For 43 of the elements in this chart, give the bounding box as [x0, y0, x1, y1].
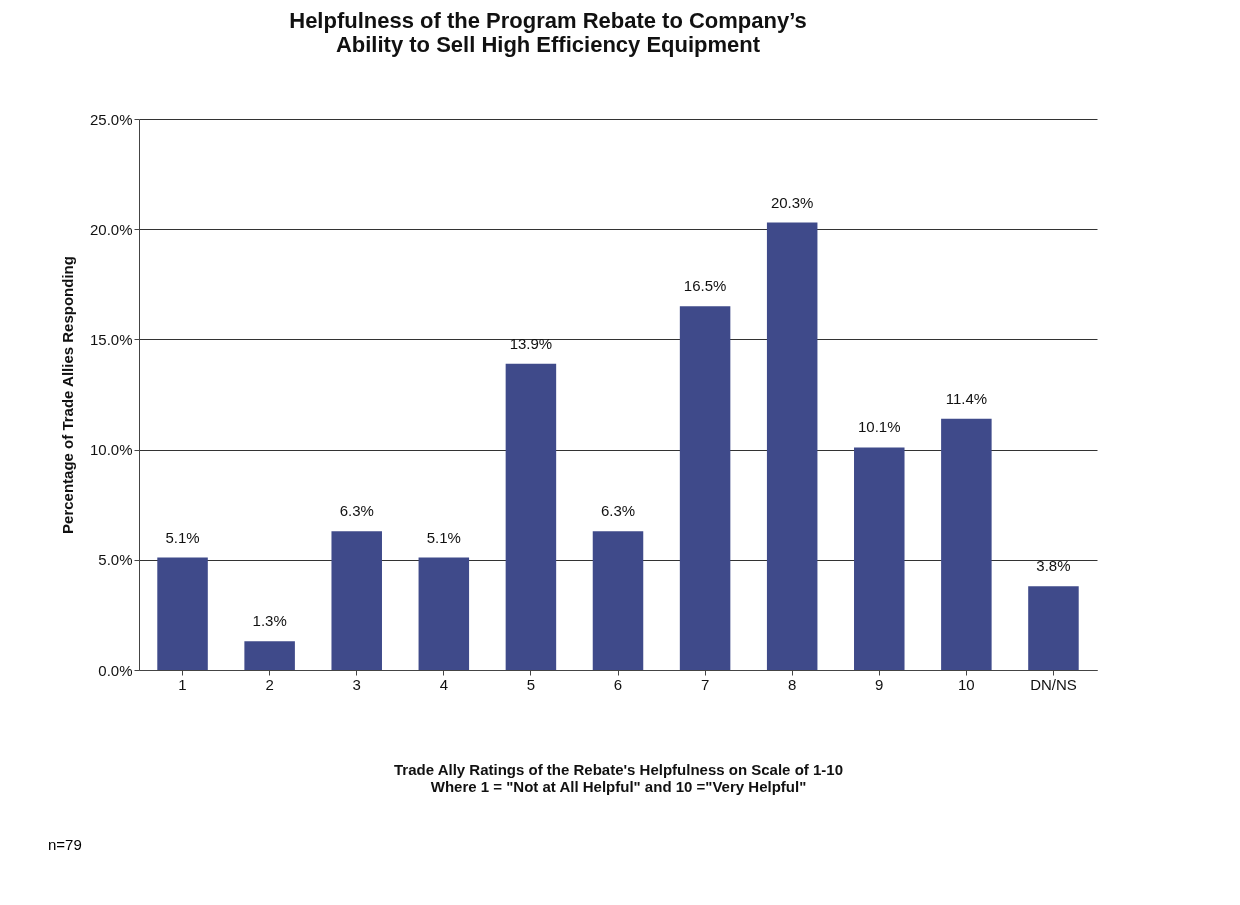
data-label: 5.1% — [426, 528, 461, 546]
text: n=79 — [48, 836, 82, 853]
bar — [418, 557, 470, 670]
data-label: 10.1% — [858, 418, 901, 436]
chart-title: Helpfulness of the Program Rebate to Company’s Ability to Sell High Efficiency Equipment — [289, 8, 807, 57]
bar — [679, 306, 731, 670]
data-label: 11.4% — [945, 389, 988, 407]
x-tick-label: 8 — [788, 675, 797, 693]
y-tick-label: 0.0% — [98, 661, 133, 679]
data-label: 3.8% — [1036, 557, 1071, 575]
data-label: 20.3% — [770, 193, 814, 211]
y-tick-label: 5.0% — [98, 551, 133, 569]
x-tick-label: 5 — [526, 675, 536, 693]
bar — [1028, 586, 1079, 670]
y-tick-label: 20.0% — [89, 220, 133, 238]
y-axis-title: Percentage of Trade Allies Responding — [58, 256, 76, 534]
data-label: 16.5% — [683, 277, 727, 295]
bar — [592, 531, 644, 670]
bar — [331, 531, 382, 670]
x-tick-label: 10 — [958, 675, 975, 693]
x-tick-label: 6 — [613, 675, 623, 693]
bar — [854, 447, 905, 670]
data-label: 1.3% — [252, 612, 287, 630]
bar — [157, 557, 208, 670]
y-tick-label: 15.0% — [89, 330, 133, 348]
data-label: 5.1% — [165, 528, 200, 546]
data-label: 13.9% — [509, 334, 553, 352]
x-axis-title: Trade Ally Ratings of the Rebate's Helpfulness on Scale of 1-10 Where 1 = "Not at All Helpful" and 10 ="Very Helpful" — [394, 760, 843, 795]
bar — [244, 641, 295, 670]
x-tick-label: 3 — [352, 675, 361, 693]
x-tick-label: 1 — [178, 675, 187, 693]
y-tick-label: 25.0% — [89, 110, 133, 128]
data-label: 6.3% — [339, 502, 374, 520]
x-tick-label: DN/NS — [1030, 675, 1077, 693]
x-tick-label: 9 — [875, 675, 884, 693]
data-label: 6.3% — [600, 502, 636, 520]
bar — [941, 418, 992, 670]
bar — [505, 363, 557, 670]
y-tick-label: 10.0% — [89, 441, 133, 459]
x-tick-label: 4 — [439, 675, 448, 693]
bar — [766, 222, 818, 670]
x-tick-label: 2 — [265, 675, 274, 693]
x-tick-label: 7 — [700, 675, 710, 693]
